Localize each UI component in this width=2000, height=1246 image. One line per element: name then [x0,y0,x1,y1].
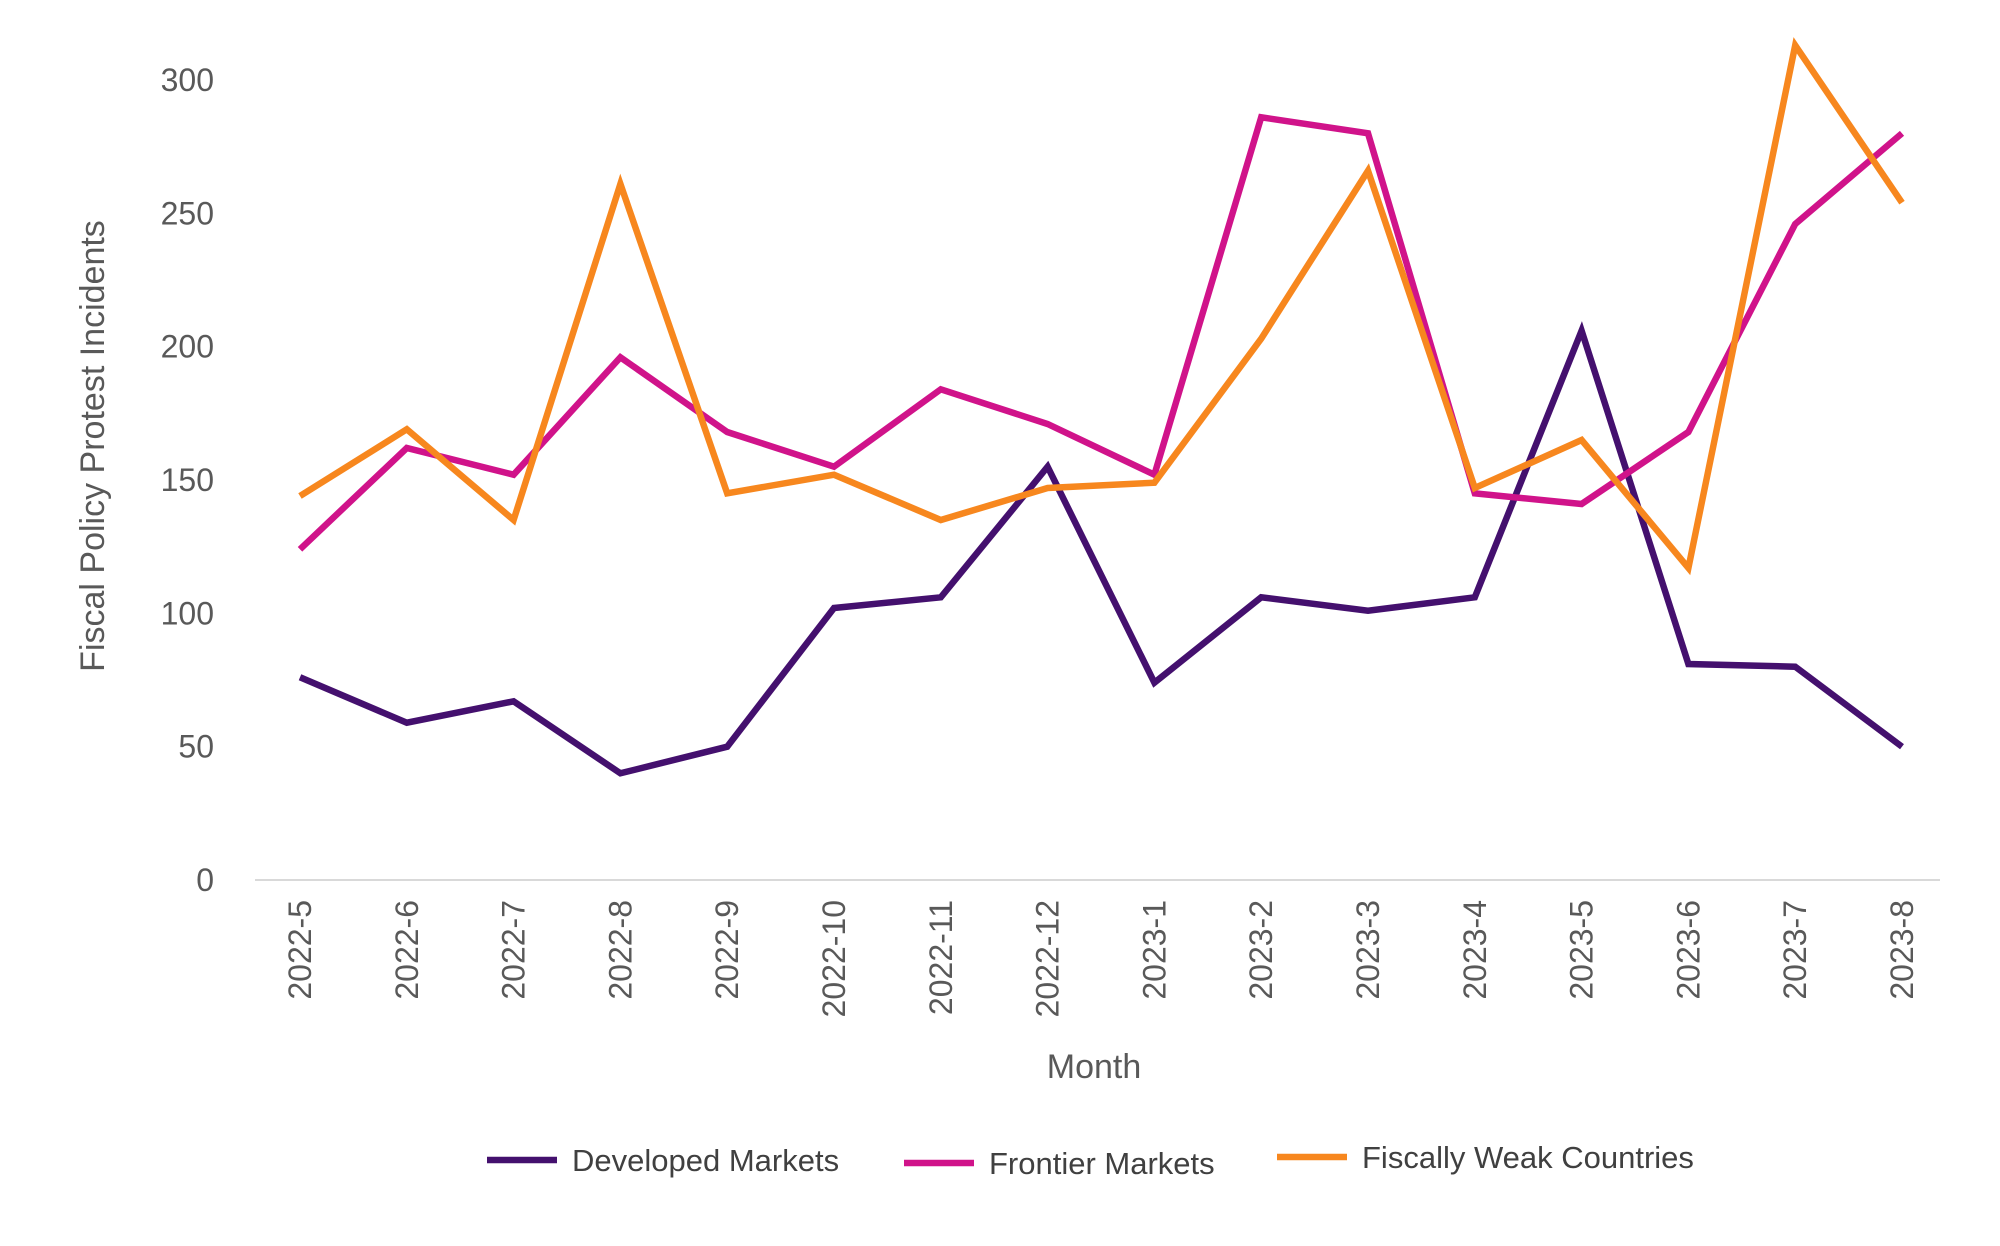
legend-label-frontier-markets: Frontier Markets [989,1146,1215,1181]
y-tick-label: 300 [161,62,214,98]
y-tick-label: 100 [161,595,214,631]
x-tick-label: 2022-10 [816,900,852,1017]
legend-label-developed-markets: Developed Markets [572,1143,839,1178]
series-lines [297,37,1905,777]
x-tick-label: 2023-8 [1884,900,1920,1000]
series-line-fiscally-weak-countries [298,37,1905,576]
y-axis-ticks: 0 50 100 150 200 250 300 [161,62,214,898]
x-tick-label: 2023-5 [1564,900,1600,1000]
x-tick-label: 2022-5 [282,900,318,1000]
x-tick-label: 2023-3 [1350,900,1386,1000]
y-tick-label: 0 [196,862,214,898]
legend: Developed Markets Frontier Markets Fiscall… [487,1140,1694,1181]
x-tick-label: 2022-8 [602,900,638,1000]
x-tick-label: 2023-7 [1777,900,1813,1000]
y-tick-label: 150 [161,462,214,498]
y-axis-title: Fiscal Policy Protest Incidents [74,220,112,672]
y-tick-label: 50 [178,729,214,765]
x-tick-label: 2023-4 [1457,900,1493,1000]
x-tick-label: 2023-1 [1136,900,1172,1000]
x-axis-title: Month [1047,1048,1142,1086]
series-line-developed-markets [298,321,1904,777]
x-tick-label: 2023-2 [1243,900,1279,1000]
legend-label-fiscally-weak-countries: Fiscally Weak Countries [1362,1140,1694,1175]
series-line-frontier-markets [297,113,1905,552]
x-tick-label: 2022-9 [709,900,745,1000]
x-tick-label: 2022-11 [923,900,959,1015]
x-axis-ticks: 2022-5 2022-6 2022-7 2022-8 2022-9 2022-10 202… [282,900,1920,1017]
x-tick-label: 2022-12 [1030,900,1066,1017]
y-tick-label: 250 [161,195,214,231]
x-tick-label: 2022-6 [389,900,425,1000]
y-tick-label: 200 [161,329,214,365]
x-tick-label: 2022-7 [496,900,532,1000]
x-tick-label: 2023-6 [1670,900,1706,1000]
